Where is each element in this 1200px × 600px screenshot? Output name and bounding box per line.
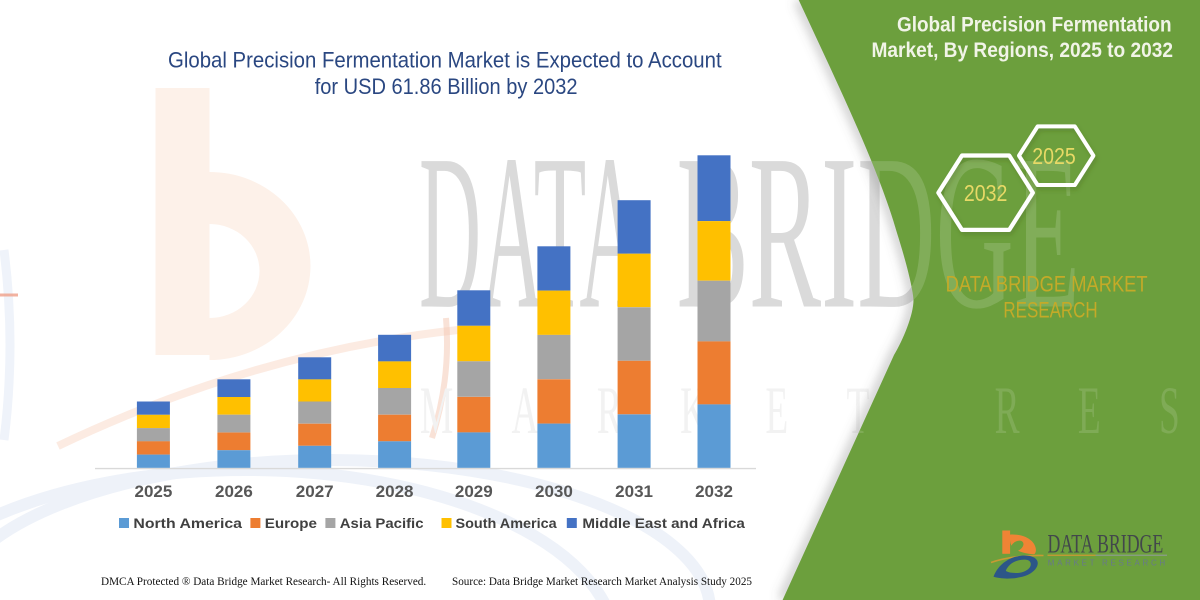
- svg-text:DATA BRIDGE MARKET: DATA BRIDGE MARKET: [946, 272, 1148, 297]
- svg-text:Market, By Regions, 2025 to 20: Market, By Regions, 2025 to 2032: [872, 39, 1174, 62]
- svg-text:for USD 61.86 Billion by 2032: for USD 61.86 Billion by 2032: [315, 74, 578, 99]
- svg-text:2031: 2031: [615, 482, 653, 501]
- svg-text:2027: 2027: [296, 482, 334, 501]
- svg-text:Global Precision Fermentation: Global Precision Fermentation Market is …: [168, 47, 722, 72]
- svg-text:2030: 2030: [535, 482, 573, 501]
- svg-text:MARKET RESEARCH: MARKET RESEARCH: [1048, 558, 1166, 567]
- svg-text:2028: 2028: [376, 482, 414, 501]
- svg-text:Source: Data Bridge Market Res: Source: Data Bridge Market Research Mark…: [452, 576, 752, 588]
- svg-text:North America: North America: [133, 516, 242, 531]
- svg-text:Global Precision Fermentation: Global Precision Fermentation: [897, 13, 1172, 36]
- svg-text:2026: 2026: [215, 482, 253, 501]
- svg-text:2025: 2025: [1032, 143, 1076, 169]
- svg-text:Asia Pacific: Asia Pacific: [340, 516, 424, 531]
- svg-text:2029: 2029: [455, 482, 493, 501]
- svg-text:South America: South America: [456, 516, 558, 531]
- svg-text:Middle East and Africa: Middle East and Africa: [582, 516, 745, 531]
- svg-text:DATA BRIDGE: DATA BRIDGE: [1048, 530, 1164, 559]
- svg-text:2032: 2032: [695, 482, 733, 501]
- svg-text:2025: 2025: [134, 482, 172, 501]
- svg-text:2032: 2032: [964, 180, 1008, 206]
- svg-text:DATA: DATA: [419, 110, 642, 356]
- svg-text:Europe: Europe: [265, 516, 318, 531]
- svg-text:DMCA Protected ® Data Bridge M: DMCA Protected ® Data Bridge Market Rese…: [101, 576, 426, 588]
- svg-text:RESEARCH: RESEARCH: [1003, 298, 1097, 323]
